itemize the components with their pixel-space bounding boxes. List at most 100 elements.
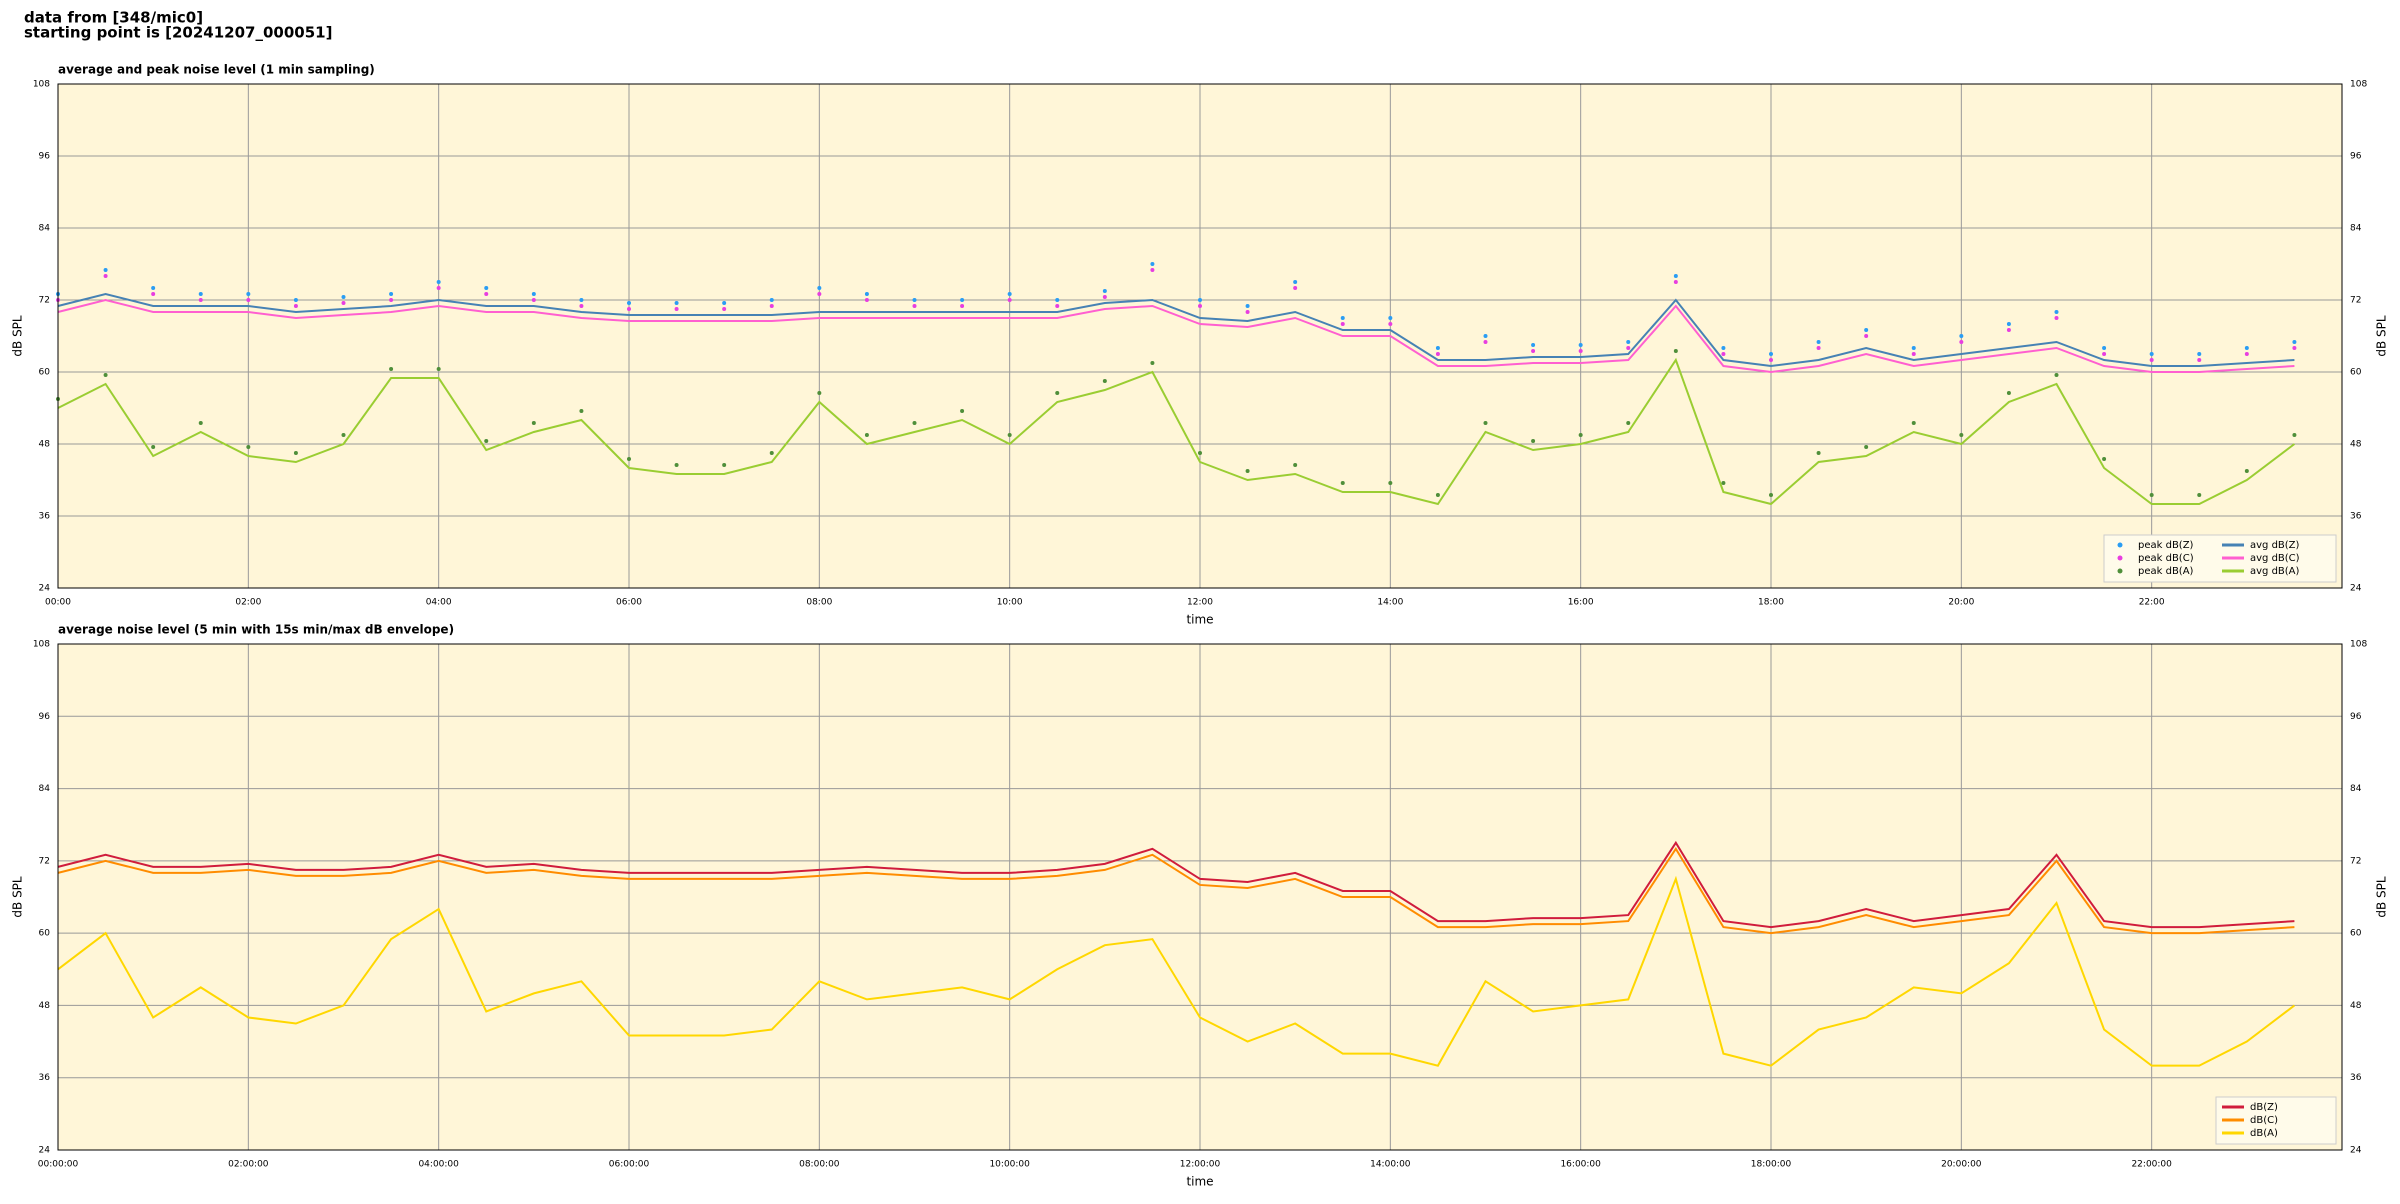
y-tick-label: 36 (39, 512, 51, 522)
peak-dot (1959, 433, 1964, 437)
peak-dot (674, 307, 679, 311)
y-tick-label: 48 (39, 1001, 51, 1011)
peak-dot (1435, 352, 1440, 356)
peak-dot (484, 292, 489, 296)
peak-dot (912, 298, 917, 302)
x-tick-label: 18:00 (1758, 598, 1784, 608)
y-tick-label: 60 (39, 368, 51, 378)
peak-dot (960, 304, 965, 308)
chart-title: average noise level (5 min with 15s min/… (58, 623, 454, 637)
legend-label: dB(Z) (2250, 1102, 2278, 1113)
peak-dot (484, 286, 489, 290)
peak-dot (1483, 340, 1488, 344)
peak-dot (674, 463, 679, 467)
peak-dot (2197, 493, 2202, 497)
y-tick-label: 48 (2350, 1001, 2362, 1011)
y-tick-label: 60 (39, 929, 51, 939)
peak-dot (1816, 451, 1821, 455)
peak-dot (1435, 493, 1440, 497)
peak-dot (1388, 316, 1393, 320)
peak-dot (1864, 334, 1869, 338)
peak-dot (246, 445, 251, 449)
peak-dot (769, 451, 774, 455)
x-tick-label: 10:00:00 (989, 1160, 1030, 1170)
y-tick-label: 84 (39, 784, 51, 794)
y-tick-label: 36 (2350, 1073, 2362, 1083)
peak-dot (1388, 322, 1393, 326)
peak-dot (531, 298, 536, 302)
peak-dot (198, 298, 203, 302)
peak-dot (389, 367, 394, 371)
peak-dot (2054, 316, 2059, 320)
legend-marker (2117, 542, 2123, 548)
x-tick-label: 16:00:00 (1560, 1160, 1601, 1170)
y-tick-label: 96 (39, 712, 51, 722)
peak-dot (1150, 268, 1155, 272)
peak-dot (579, 409, 584, 413)
x-tick-label: 12:00:00 (1180, 1160, 1221, 1170)
series-line (57, 846, 2295, 935)
peak-dot (1721, 352, 1726, 356)
legend-label: dB(A) (2250, 1128, 2278, 1139)
peak-dot (1626, 340, 1631, 344)
peak-dot (2006, 391, 2011, 395)
peak-dot (1007, 433, 1012, 437)
peak-dot (2149, 358, 2154, 362)
y-tick-label: 36 (39, 1073, 51, 1083)
peak-dot (151, 286, 156, 290)
peak-dot (1673, 349, 1678, 353)
peak-dot (2006, 328, 2011, 332)
peak-dot (151, 292, 156, 296)
peak-dot (2149, 352, 2154, 356)
peak-dot (627, 307, 631, 311)
plot-frame (57, 643, 2343, 1151)
x-tick-label: 08:00:00 (799, 1160, 840, 1170)
series-line (57, 840, 2295, 929)
peak-dot (1959, 334, 1964, 338)
peak-dot (1578, 343, 1583, 347)
x-tick-label: 16:00 (1568, 598, 1594, 608)
y-axis-label: dB SPL (2375, 876, 2389, 918)
peak-dot (1769, 358, 1773, 362)
peak-dot (1911, 346, 1916, 350)
peak-dot (864, 433, 869, 437)
peak-dot (2102, 346, 2107, 350)
peak-dot (2244, 352, 2249, 356)
x-axis-label: time (1186, 613, 1213, 627)
peak-dot (1578, 349, 1583, 353)
peak-dot (579, 304, 584, 308)
peak-dot (1055, 391, 1060, 395)
peak-dot (1816, 346, 1821, 350)
x-tick-label: 00:00 (45, 598, 71, 608)
peak-dot (1055, 298, 1060, 302)
peak-dot (1769, 352, 1773, 356)
peak-dot (1340, 481, 1345, 485)
legend-label: peak dB(C) (2138, 553, 2194, 564)
peak-dot (1531, 343, 1536, 347)
peak-dot (1626, 346, 1631, 350)
y-tick-label: 108 (2350, 80, 2367, 90)
peak-dot (1007, 298, 1012, 302)
y-axis-label: dB SPL (11, 315, 25, 357)
y-tick-label: 108 (33, 80, 50, 90)
peak-dot (389, 298, 394, 302)
legend-label: avg dB(C) (2250, 553, 2300, 564)
peak-dot (1102, 289, 1107, 293)
y-tick-label: 24 (39, 584, 51, 594)
peak-dot (103, 373, 108, 377)
peak-dot (2244, 346, 2249, 350)
peak-dot (722, 301, 727, 305)
peak-dot (1769, 493, 1773, 497)
peak-dot (2197, 352, 2202, 356)
y-tick-label: 36 (2350, 512, 2362, 522)
legend-label: peak dB(Z) (2138, 540, 2194, 551)
legend-label: dB(C) (2250, 1115, 2278, 1126)
chart-title: average and peak noise level (1 min samp… (58, 63, 375, 77)
peak-dot (2197, 358, 2202, 362)
peak-dot (627, 457, 631, 461)
peak-dot (341, 301, 346, 305)
peak-dot (912, 421, 917, 425)
y-tick-label: 72 (39, 856, 50, 866)
y-tick-label: 84 (39, 224, 51, 234)
peak-dot (103, 274, 108, 278)
